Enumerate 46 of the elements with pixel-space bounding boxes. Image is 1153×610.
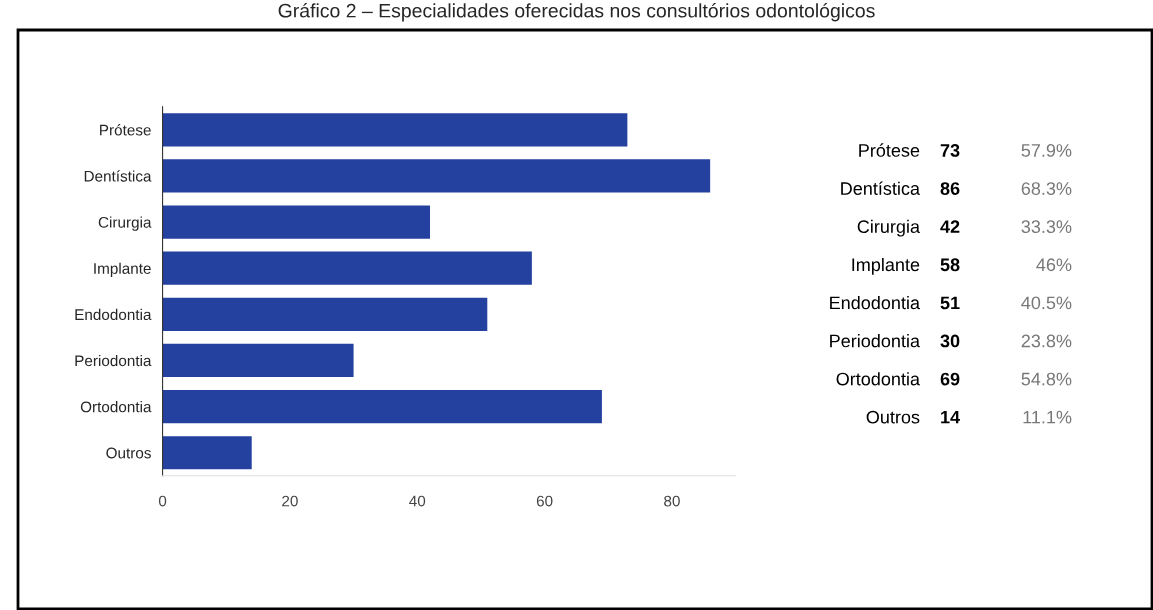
y-tick-label: Periodontia <box>75 354 152 367</box>
x-tick-label: 40 <box>409 495 426 507</box>
y-tick-label: Cirurgia <box>98 216 152 231</box>
text: 68.3% <box>1021 182 1072 195</box>
text: Periodontia <box>830 334 920 348</box>
bar <box>162 159 711 193</box>
text: 40.5% <box>1021 296 1072 310</box>
text: 73 <box>940 144 960 157</box>
text: 14 <box>941 410 960 424</box>
text: 33.3% <box>1021 220 1072 234</box>
text: 11.1% <box>1023 410 1072 424</box>
chart-title: Gráfico 2 – Especialidades oferecidas nos consultórios odontológicos <box>278 3 875 22</box>
x-tick-label: 20 <box>282 495 298 507</box>
text: 30 <box>940 334 960 348</box>
text: 46% <box>1036 258 1072 272</box>
text: Cirurgia <box>857 219 920 237</box>
text: 57.9% <box>1021 144 1072 157</box>
bar <box>162 343 354 378</box>
text: 69 <box>940 372 960 386</box>
text: 51 <box>940 296 960 310</box>
text: Prótese <box>859 143 920 157</box>
text: Dentística <box>841 181 920 195</box>
text: 42 <box>940 220 960 233</box>
text: Implante <box>852 257 920 275</box>
text: Outros <box>866 410 920 424</box>
text: Endodontia <box>830 295 921 310</box>
bar <box>162 113 628 147</box>
bar <box>162 436 252 470</box>
y-tick-label: Endodontia <box>75 308 152 321</box>
text: 86 <box>940 182 960 195</box>
x-tick-label: 0 <box>158 495 167 507</box>
y-tick-label: Implante <box>94 262 151 277</box>
bar <box>162 205 430 239</box>
x-tick-label: 60 <box>536 495 553 507</box>
text: 58 <box>940 258 960 272</box>
y-tick-label: Prótese <box>100 124 151 136</box>
bar <box>162 251 532 285</box>
y-tick-label: Outros <box>106 447 151 459</box>
text: 23.8% <box>1021 334 1072 348</box>
x-tick-label: 80 <box>664 495 680 507</box>
y-tick-label: Ortodontia <box>80 401 152 413</box>
text: 54.8% <box>1021 372 1072 386</box>
bar <box>162 390 602 424</box>
y-tick-label: Dentística <box>84 170 152 182</box>
bar <box>162 297 488 331</box>
text: Ortodontia <box>836 372 921 386</box>
